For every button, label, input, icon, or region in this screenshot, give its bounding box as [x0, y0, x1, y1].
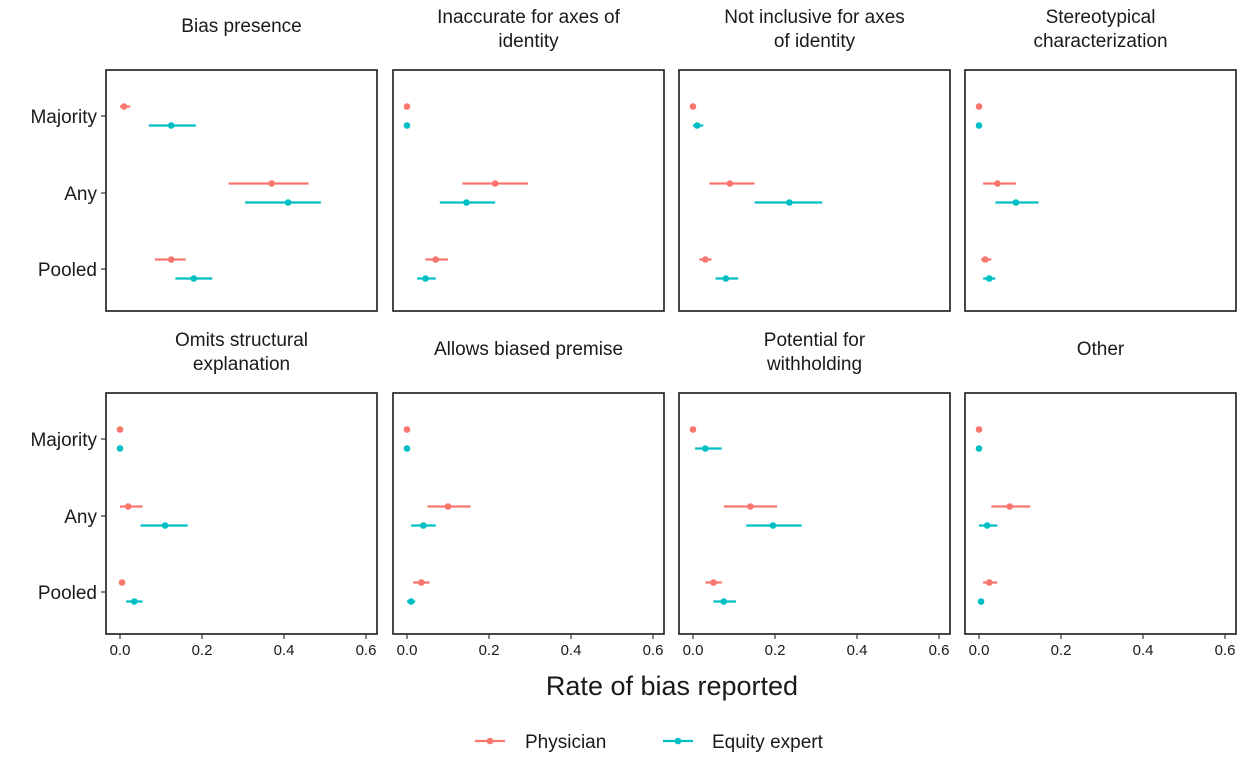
panel-frame-1 [105, 69, 378, 312]
data-point [975, 445, 983, 452]
data-point [407, 598, 415, 605]
data-point [284, 199, 292, 206]
y-tick-label-pooled: Pooled [38, 260, 97, 281]
x-tick-label: 0.2 [479, 642, 500, 659]
data-point [994, 180, 1001, 187]
panel-title-2-line-1: Inaccurate for axes of [437, 7, 620, 28]
data-point [420, 522, 427, 529]
data-point [403, 122, 411, 129]
panel-frame-8 [964, 392, 1237, 635]
panel-title-4-line-1: Stereotypical [1046, 7, 1156, 28]
panel-title-1: Bias presence [181, 16, 301, 37]
x-tick-label: 0.6 [1215, 642, 1236, 659]
data-point [702, 256, 709, 263]
legend-swatch-point [674, 737, 682, 745]
data-point [689, 426, 697, 433]
x-tick-label: 0.0 [683, 642, 704, 659]
data-point [975, 122, 983, 129]
data-point [124, 503, 132, 510]
data-point [981, 256, 989, 263]
data-point [444, 503, 452, 510]
data-point [983, 522, 991, 529]
data-point [689, 103, 697, 110]
data-point [432, 256, 440, 263]
data-point [167, 256, 175, 263]
panel-title-3-line-2: of identity [774, 31, 856, 52]
data-point [693, 122, 701, 129]
legend-label: Equity expert [712, 732, 824, 753]
y-tick-label-any: Any [64, 184, 97, 205]
legend-swatch-point [486, 737, 494, 745]
data-point [116, 426, 124, 433]
panel-frame-7 [678, 392, 951, 635]
data-point [726, 180, 734, 187]
data-point [161, 522, 169, 529]
x-tick-label: 0.4 [274, 642, 295, 659]
panel-frame-4 [964, 69, 1237, 312]
data-point [769, 522, 777, 529]
x-tick-label: 0.4 [1133, 642, 1154, 659]
panel-title-7-line-1: Potential for [764, 330, 866, 351]
data-point [167, 122, 175, 129]
x-tick-label: 0.0 [969, 642, 990, 659]
panel-title-5-line-2: explanation [193, 354, 290, 375]
data-point [118, 579, 126, 586]
data-point [116, 445, 124, 452]
panel-title-3-line-1: Not inclusive for axes [724, 7, 905, 28]
x-tick-label: 0.2 [765, 642, 786, 659]
data-point [722, 275, 730, 282]
x-tick-label: 0.2 [192, 642, 213, 659]
legend-label: Physician [525, 732, 606, 753]
data-point [985, 275, 993, 282]
panel-title-4-line-2: characterization [1033, 31, 1167, 52]
x-tick-label: 0.6 [356, 642, 377, 659]
x-tick-label: 0.6 [643, 642, 664, 659]
panel-frame-5 [105, 392, 378, 635]
data-point [403, 426, 411, 433]
data-point [720, 598, 728, 605]
panel-title-7-line-2: withholding [766, 354, 862, 375]
panel-title-5-line-1: Omits structural [175, 330, 308, 351]
data-point [975, 426, 983, 433]
x-tick-label: 0.4 [561, 642, 582, 659]
y-tick-label-any: Any [64, 507, 97, 528]
panel-frame-3 [678, 69, 951, 312]
data-point [463, 199, 470, 206]
y-tick-label-pooled: Pooled [38, 583, 97, 604]
data-point [975, 103, 983, 110]
data-point [1012, 199, 1020, 206]
x-tick-label: 0.0 [397, 642, 418, 659]
data-point [747, 503, 754, 510]
data-point [1006, 503, 1014, 510]
x-tick-label: 0.0 [110, 642, 131, 659]
x-axis-title: Rate of bias reported [546, 671, 798, 701]
x-tick-label: 0.4 [847, 642, 868, 659]
data-point [786, 199, 793, 206]
data-point [120, 103, 128, 110]
y-tick-label-majority: Majority [30, 107, 97, 128]
data-point [268, 180, 276, 187]
data-point [985, 579, 993, 586]
x-tick-label: 0.2 [1051, 642, 1072, 659]
x-tick-label: 0.6 [929, 642, 950, 659]
panel-title-6: Allows biased premise [434, 339, 623, 360]
data-point [403, 103, 411, 110]
data-point [403, 445, 411, 452]
panel-frame-2 [392, 69, 665, 312]
panel-title-8: Other [1077, 339, 1125, 360]
data-point [422, 275, 429, 282]
data-point [131, 598, 138, 605]
panel-frame-6 [392, 392, 665, 635]
data-point [418, 579, 425, 586]
panel-title-2-line-2: identity [498, 31, 559, 52]
data-point [710, 579, 717, 586]
data-point [190, 275, 198, 282]
data-point [491, 180, 499, 187]
data-point [977, 598, 985, 605]
y-tick-label-majority: Majority [30, 430, 97, 451]
data-point [702, 445, 709, 452]
